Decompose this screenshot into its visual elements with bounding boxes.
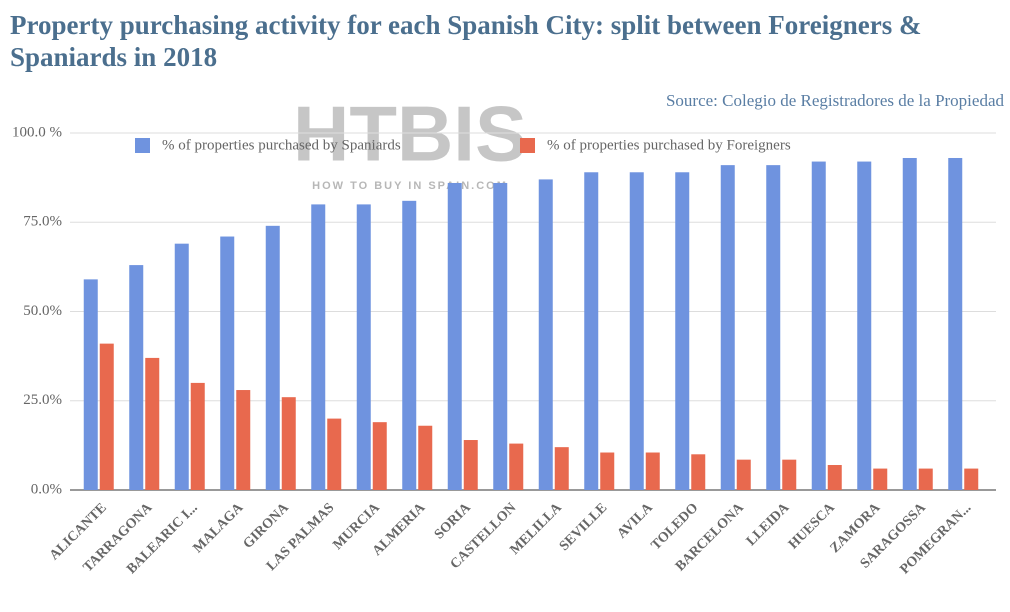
bar: [675, 172, 690, 490]
bar: [782, 459, 797, 490]
bar: [145, 357, 160, 490]
bar: [447, 182, 462, 491]
bar: [948, 157, 963, 491]
x-tick-label: AVILA: [615, 500, 657, 542]
y-tick-label: 50.0%: [23, 303, 62, 319]
legend-label: % of properties purchased by Foreigners: [547, 137, 791, 153]
bar: [493, 182, 508, 491]
y-tick-label: 75.0%: [23, 214, 62, 230]
x-tick-label: MALAGA: [191, 500, 247, 556]
bar: [554, 447, 569, 490]
bar: [356, 204, 371, 490]
legend-label: % of properties purchased by Spaniards: [162, 137, 401, 153]
watermark-subtitle: HOW TO BUY IN SPAIN.COM: [312, 180, 508, 192]
bar: [402, 200, 417, 490]
bar: [857, 161, 872, 490]
chart-title: Property purchasing activity for each Sp…: [10, 10, 921, 72]
bar: [964, 468, 979, 490]
bar: [720, 165, 735, 490]
bar: [463, 440, 478, 490]
y-tick-label: 0.0%: [31, 481, 62, 497]
source: Source: Colegio de Registradores de la P…: [666, 91, 1005, 110]
bar: [902, 157, 917, 491]
bar: [811, 161, 826, 490]
bar: [584, 172, 599, 490]
bar: [327, 418, 342, 490]
bar: [281, 397, 296, 490]
bar: [83, 279, 98, 490]
legend-swatch: [520, 138, 535, 153]
bar: [600, 452, 615, 490]
x-tick-label: SEVILLE: [557, 500, 611, 554]
bar: [236, 390, 251, 490]
bar: [129, 265, 144, 490]
bar: [873, 468, 888, 490]
bar: [629, 172, 644, 490]
legend-swatch: [135, 138, 150, 153]
bar: [311, 204, 326, 490]
bar: [645, 452, 660, 490]
y-tick-label: 100.0 %: [12, 124, 62, 140]
bar: [418, 425, 433, 490]
bar: [220, 236, 235, 490]
bar: [766, 165, 781, 490]
y-tick-label: 25.0%: [23, 392, 62, 408]
bar: [372, 422, 387, 490]
bar: [174, 243, 189, 490]
bar: [691, 454, 706, 490]
bar: [265, 225, 280, 490]
bar: [190, 382, 205, 490]
bar: [918, 468, 933, 490]
bar: [827, 465, 842, 490]
bar: [509, 443, 524, 490]
bar: [736, 459, 751, 490]
bar: [99, 343, 114, 490]
watermark-title: HTBIS: [293, 90, 527, 178]
x-tick-label: SORIA: [432, 500, 475, 543]
bar: [538, 179, 553, 490]
